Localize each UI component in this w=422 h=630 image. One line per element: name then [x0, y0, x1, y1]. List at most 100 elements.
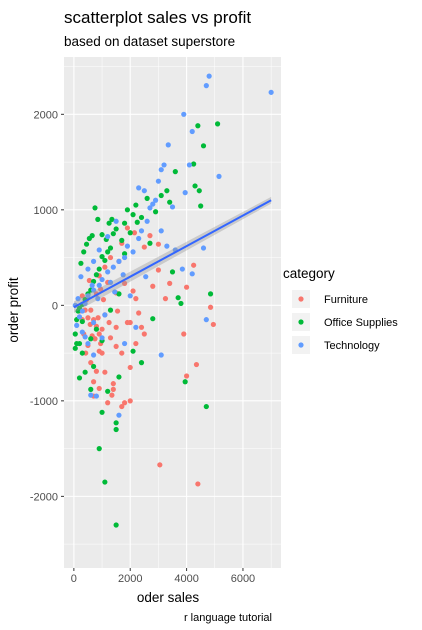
- data-point: [119, 237, 125, 243]
- data-point: [113, 218, 119, 224]
- data-point: [203, 403, 209, 410]
- data-point: [113, 420, 119, 426]
- data-point: [138, 214, 145, 221]
- data-point: [121, 280, 128, 286]
- data-point: [195, 481, 201, 487]
- data-point: [95, 296, 101, 302]
- data-point: [136, 235, 142, 242]
- data-point: [196, 188, 202, 194]
- data-point: [90, 319, 97, 326]
- legend-swatch: [298, 319, 304, 325]
- chart-title: scatterplot sales vs profit: [64, 8, 251, 27]
- data-point: [200, 143, 207, 149]
- data-point: [88, 307, 94, 313]
- data-point: [90, 287, 97, 293]
- data-point: [181, 111, 187, 117]
- x-tick-label: 4000: [174, 573, 198, 585]
- data-point: [105, 233, 111, 240]
- data-point: [191, 161, 197, 167]
- data-point: [192, 183, 198, 189]
- data-point: [89, 282, 95, 288]
- data-point: [90, 379, 97, 385]
- legend-title: category: [283, 266, 335, 281]
- data-point: [198, 203, 204, 209]
- data-point: [93, 272, 100, 278]
- data-point: [134, 219, 140, 225]
- legend-items: Furniture Office Supplies Technology: [292, 290, 398, 354]
- y-tick-label: 1000: [34, 205, 58, 217]
- data-point: [74, 322, 80, 328]
- data-point: [107, 307, 114, 313]
- data-point: [99, 276, 105, 283]
- data-point: [206, 73, 212, 79]
- data-point: [107, 254, 114, 261]
- data-point: [127, 364, 133, 371]
- data-point: [131, 230, 138, 236]
- data-point: [138, 324, 145, 330]
- data-point: [138, 228, 145, 234]
- data-point: [79, 350, 85, 356]
- data-points: [72, 73, 274, 528]
- data-point: [155, 241, 162, 247]
- data-point: [127, 293, 133, 299]
- legend-swatch: [298, 342, 304, 348]
- data-point: [113, 522, 119, 528]
- data-point: [191, 262, 197, 268]
- data-point: [93, 368, 100, 374]
- data-point: [127, 230, 133, 236]
- data-point: [143, 274, 149, 280]
- data-point: [113, 426, 119, 433]
- data-point: [147, 205, 153, 211]
- data-point: [210, 321, 216, 328]
- data-point: [150, 283, 156, 289]
- data-point: [113, 226, 119, 232]
- legend-label: Technology: [324, 340, 380, 352]
- data-point: [102, 264, 108, 270]
- data-point: [102, 312, 108, 318]
- x-axis-ticks: 0 2000 4000 6000: [71, 568, 255, 585]
- data-point: [110, 231, 116, 237]
- data-point: [167, 199, 173, 205]
- y-tick-label: -1000: [30, 396, 58, 408]
- data-point: [105, 400, 111, 406]
- data-point: [95, 315, 101, 321]
- data-point: [203, 317, 209, 323]
- data-point: [90, 258, 97, 264]
- data-point: [155, 267, 162, 273]
- data-point: [93, 326, 100, 332]
- data-point: [216, 173, 222, 179]
- data-point: [124, 225, 131, 231]
- data-point: [121, 254, 128, 261]
- plot-panel: [64, 57, 281, 568]
- data-point: [92, 205, 98, 211]
- data-point: [109, 216, 115, 222]
- data-point: [162, 296, 169, 302]
- data-point: [88, 336, 94, 342]
- data-point: [107, 245, 114, 251]
- data-point: [133, 202, 139, 208]
- data-point: [207, 291, 214, 297]
- data-point: [167, 280, 173, 286]
- data-point: [186, 162, 193, 168]
- data-point: [105, 249, 111, 255]
- data-point: [136, 185, 142, 191]
- data-point: [79, 293, 85, 299]
- data-point: [81, 249, 87, 255]
- trend-line: [73, 199, 272, 309]
- data-point: [144, 195, 150, 201]
- data-point: [189, 128, 195, 135]
- y-tick-label: 0: [52, 300, 58, 312]
- data-point: [120, 272, 126, 278]
- data-point: [102, 257, 108, 264]
- data-point: [207, 304, 214, 310]
- data-point: [99, 335, 105, 341]
- data-point: [164, 243, 170, 249]
- data-point: [124, 207, 131, 213]
- x-tick-label: 0: [71, 573, 77, 585]
- data-point: [109, 392, 115, 398]
- data-point: [130, 212, 136, 218]
- chart-subtitle: based on dataset superstore: [64, 34, 235, 49]
- data-point: [102, 479, 108, 485]
- data-point: [90, 363, 97, 370]
- data-point: [105, 269, 111, 275]
